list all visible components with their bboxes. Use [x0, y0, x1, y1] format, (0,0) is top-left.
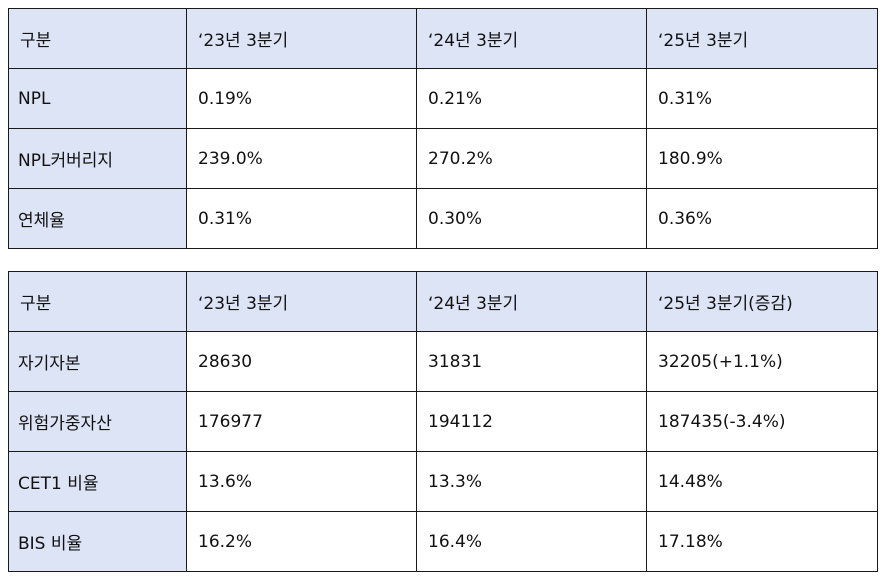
table-row: 연체율 0.31% 0.30% 0.36% — [8, 188, 878, 249]
header-cell-category: 구분 — [8, 8, 187, 69]
table-cell: 31831 — [416, 331, 647, 392]
table-cell: 194112 — [416, 391, 647, 452]
table-cell: 176977 — [186, 391, 417, 452]
table-cell: 16.2% — [186, 511, 417, 572]
table-row: 위험가중자산 176977 194112 187435(-3.4%) — [8, 391, 878, 452]
table-row: NPL 0.19% 0.21% 0.31% — [8, 68, 878, 129]
row-label: 연체율 — [8, 188, 187, 249]
table-row: BIS 비율 16.2% 16.4% 17.18% — [8, 511, 878, 572]
table-cell: 180.9% — [646, 128, 878, 189]
table-cell: 17.18% — [646, 511, 878, 572]
header-cell-2025q3-change: ‘25년 3분기(증감) — [646, 271, 878, 332]
table-cell: 32205(+1.1%) — [646, 331, 878, 392]
table-cell: 0.21% — [416, 68, 647, 129]
table-cell: 187435(-3.4%) — [646, 391, 878, 452]
table-cell: 28630 — [186, 331, 417, 392]
header-cell-2024q3: ‘24년 3분기 — [416, 8, 647, 69]
table-cell: 0.30% — [416, 188, 647, 249]
table-row: 자기자본 28630 31831 32205(+1.1%) — [8, 331, 878, 392]
row-label: CET1 비율 — [8, 451, 187, 512]
capital-adequacy-table: 구분 ‘23년 3분기 ‘24년 3분기 ‘25년 3분기(증감) 자기자본 2… — [8, 271, 878, 572]
table-header-row: 구분 ‘23년 3분기 ‘24년 3분기 ‘25년 3분기 — [8, 8, 878, 69]
table-header-row: 구분 ‘23년 3분기 ‘24년 3분기 ‘25년 3분기(증감) — [8, 271, 878, 332]
header-cell-2024q3: ‘24년 3분기 — [416, 271, 647, 332]
asset-quality-table: 구분 ‘23년 3분기 ‘24년 3분기 ‘25년 3분기 NPL 0.19% … — [8, 8, 878, 249]
table-cell: 0.31% — [646, 68, 878, 129]
row-label: NPL — [8, 68, 187, 129]
row-label: NPL커버리지 — [8, 128, 187, 189]
table-cell: 14.48% — [646, 451, 878, 512]
header-cell-2023q3: ‘23년 3분기 — [186, 8, 417, 69]
table-row: CET1 비율 13.6% 13.3% 14.48% — [8, 451, 878, 512]
table-cell: 239.0% — [186, 128, 417, 189]
row-label: 자기자본 — [8, 331, 187, 392]
header-cell-category: 구분 — [8, 271, 187, 332]
table-row: NPL커버리지 239.0% 270.2% 180.9% — [8, 128, 878, 189]
table-cell: 13.6% — [186, 451, 417, 512]
table-cell: 0.19% — [186, 68, 417, 129]
table-cell: 270.2% — [416, 128, 647, 189]
header-cell-2023q3: ‘23년 3분기 — [186, 271, 417, 332]
table-cell: 0.31% — [186, 188, 417, 249]
header-cell-2025q3: ‘25년 3분기 — [646, 8, 878, 69]
table-cell: 13.3% — [416, 451, 647, 512]
row-label: 위험가중자산 — [8, 391, 187, 452]
table-cell: 0.36% — [646, 188, 878, 249]
table-cell: 16.4% — [416, 511, 647, 572]
row-label: BIS 비율 — [8, 511, 187, 572]
